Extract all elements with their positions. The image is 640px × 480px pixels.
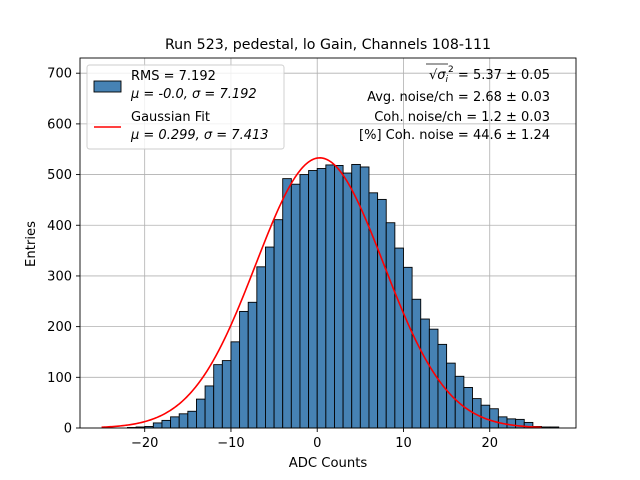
gaussian-fit-line [101,157,542,429]
histogram-bar [299,174,310,429]
histogram-bar [161,419,172,429]
annotation-coh-percent: [%] Coh. noise = 44.6 ± 1.24 [359,128,550,143]
y-tick-label: 200 [47,320,72,335]
histogram-bar [204,385,215,429]
annotation-sigma-symbol: σ [437,68,446,83]
histogram-bar [187,410,197,429]
histogram-bar [247,301,258,429]
annotation-sigma-root: √ [429,68,438,83]
histogram-bar [152,422,163,429]
y-axis-label: Entries [24,221,39,267]
histogram-bar [273,219,284,429]
noise-annotations: √σi2 = 5.37 ± 0.05 Avg. noise/ch = 2.68 … [359,63,550,143]
x-tick-label: −10 [217,436,244,451]
legend: RMS = 7.192 μ = -0.0, σ = 7.192 Gaussian… [86,64,285,150]
histogram-bar [334,165,344,429]
x-tick-label: 0 [313,436,321,451]
histogram-bar [316,168,327,429]
histogram-bar [196,398,206,429]
histogram-bar [489,408,499,429]
histogram-bar [385,222,396,429]
legend-histogram-label: RMS = 7.192 [131,69,216,84]
histogram-bar [506,418,517,429]
histogram-bar [359,166,370,429]
histogram-bar [420,318,430,429]
annotation-coh-noise: Coh. noise/ch = 1.2 ± 0.03 [374,110,550,125]
x-tick-label: 20 [481,436,498,451]
y-tick-label: 600 [47,117,72,132]
x-tick-label: 10 [395,436,412,451]
histogram-bar [178,413,189,429]
y-tick-label: 400 [47,219,72,234]
histogram-bar [308,170,318,429]
histogram-bar [437,343,448,429]
y-tick-label: 100 [47,371,72,386]
annotation-avg-noise: Avg. noise/ch = 2.68 ± 0.03 [367,90,550,105]
y-axis-ticks: 0 100 200 300 400 500 600 700 [47,67,80,437]
histogram-bar [170,416,180,429]
histogram-bar [394,247,404,429]
histogram-bar [282,178,292,429]
histogram-bars [126,163,560,429]
x-axis-ticks: −20 −10 0 10 20 [131,428,498,451]
histogram-bar [290,183,301,429]
annotation-sigma-sup: 2 [448,65,454,75]
legend-histogram-swatch [93,80,122,93]
histogram-bar [325,164,335,429]
y-tick-label: 500 [47,168,72,183]
legend-histogram-stats: μ = -0.0, σ = 7.192 [130,87,257,102]
x-axis-label: ADC Counts [289,456,368,471]
histogram-bar [377,198,387,429]
histogram-bar [221,360,232,429]
histogram-bar [411,298,422,429]
histogram-bar [265,246,275,429]
annotation-sigma: √σi2 = 5.37 ± 0.05 [429,65,550,85]
annotation-sigma-sub: i [446,75,449,85]
chart-title: Run 523, pedestal, lo Gain, Channels 108… [165,37,491,53]
histogram-bar [239,310,249,429]
histogram-bar [213,364,223,429]
histogram-bar [256,266,266,429]
legend-fit-label: Gaussian Fit [131,110,210,125]
y-tick-label: 300 [47,269,72,284]
legend-box [86,64,285,150]
annotation-sigma-value: = 5.37 ± 0.05 [454,68,550,83]
y-tick-label: 0 [64,422,72,437]
histogram-bar [230,341,241,429]
y-tick-label: 700 [47,67,72,82]
histogram-bar [403,266,413,429]
legend-fit-stats: μ = 0.299, σ = 7.413 [130,128,269,143]
plot-frame [79,57,577,429]
x-tick-label: −20 [131,436,158,451]
histogram-bar [342,172,353,429]
